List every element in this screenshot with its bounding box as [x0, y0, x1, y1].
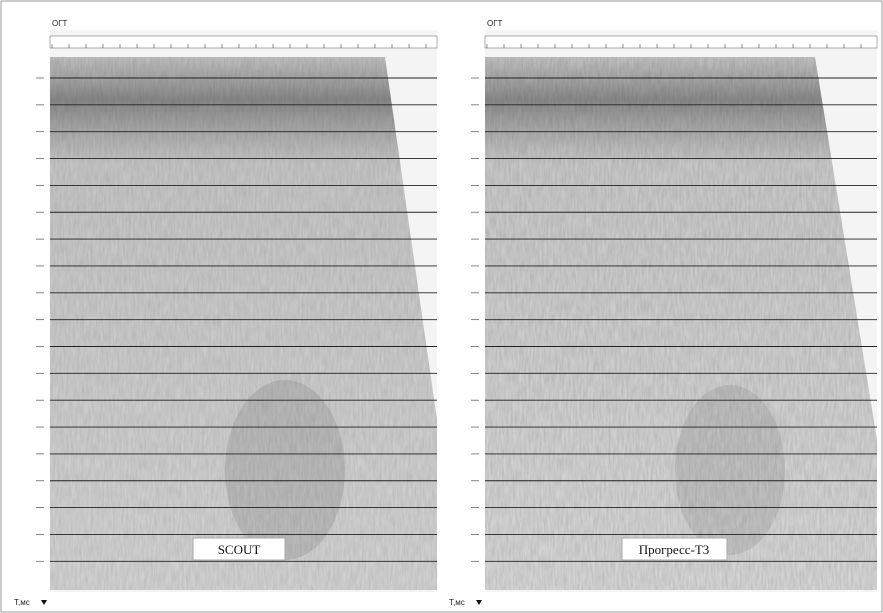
seismic-section	[485, 57, 877, 590]
time-arrow	[41, 600, 47, 605]
panel-right: ОГТ Т,мс Прогресс-Т3	[449, 19, 878, 607]
time-arrow	[476, 600, 482, 605]
method-label: SCOUT	[218, 542, 261, 557]
method-label: Прогресс-Т3	[639, 542, 710, 557]
method-box	[621, 537, 728, 561]
seismic-section	[50, 57, 437, 590]
axis-label: ОГТ	[52, 19, 68, 28]
time-label: Т,мс	[449, 598, 465, 607]
x-axis	[484, 35, 878, 49]
method-box	[192, 537, 286, 561]
x-axis	[49, 35, 438, 49]
time-label: Т,мс	[14, 598, 30, 607]
axis-label: ОГТ	[487, 19, 503, 28]
panel-left: ОГТ Т,мс SCOUT	[14, 19, 438, 607]
time-lines	[36, 44, 877, 605]
